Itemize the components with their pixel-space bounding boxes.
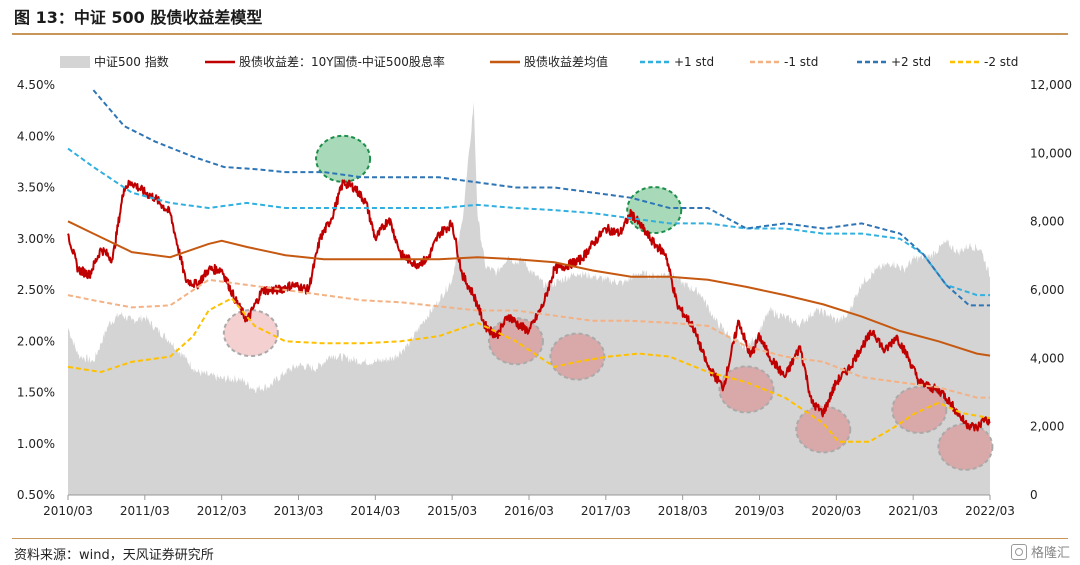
legend-swatch-0 bbox=[60, 56, 90, 68]
tick-labels: 2010/03 2011/03 2012/03 2013/03 2014/03 2015/… bbox=[17, 78, 1072, 518]
annotation-low-4 bbox=[549, 332, 606, 381]
series-6-line bbox=[67, 296, 991, 443]
annotation-low-2 bbox=[222, 309, 279, 358]
annotation-low-8 bbox=[937, 422, 994, 471]
y-left-tick-label: 1.50% bbox=[17, 386, 55, 400]
series-2-line bbox=[67, 220, 991, 357]
footer-rule bbox=[12, 538, 1068, 539]
axes bbox=[67, 494, 991, 500]
legend-label-0: 中证500 指数 bbox=[94, 54, 169, 69]
annotation-high-1 bbox=[626, 186, 683, 235]
x-tick-label: 2015/03 bbox=[427, 504, 477, 518]
annotation-group bbox=[222, 134, 994, 471]
x-tick-label: 2013/03 bbox=[274, 504, 324, 518]
x-tick-label: 2016/03 bbox=[504, 504, 554, 518]
y-left-tick-label: 2.00% bbox=[17, 334, 55, 348]
x-tick-label: 2020/03 bbox=[811, 504, 861, 518]
x-tick-label: 2011/03 bbox=[120, 504, 170, 518]
legend-label-6: -2 std bbox=[984, 55, 1018, 69]
legend-label-4: -1 std bbox=[784, 55, 818, 69]
y-right-tick-label: 10,000 bbox=[1030, 146, 1072, 160]
series-3-line bbox=[67, 147, 990, 297]
y-right-tick-label: 0 bbox=[1030, 488, 1038, 502]
y-right-tick-label: 8,000 bbox=[1030, 215, 1064, 229]
legend-label-2: 股债收益差均值 bbox=[524, 54, 608, 69]
x-tick-label: 2014/03 bbox=[350, 504, 400, 518]
y-right-tick-label: 4,000 bbox=[1030, 351, 1064, 365]
x-tick-label: 2017/03 bbox=[581, 504, 631, 518]
legend-label-1: 股债收益差：10Y国债-中证500股息率 bbox=[239, 54, 445, 69]
source-note: 资料来源：wind，天风证券研究所 bbox=[14, 548, 214, 563]
watermark-icon bbox=[1010, 543, 1027, 560]
y-left-tick-label: 3.00% bbox=[17, 232, 55, 246]
x-tick-label: 2021/03 bbox=[888, 504, 938, 518]
title-rule bbox=[12, 33, 1068, 35]
x-tick-label: 2010/03 bbox=[43, 504, 93, 518]
legend-label-5: +2 std bbox=[891, 55, 931, 69]
x-tick-label: 2022/03 bbox=[965, 504, 1015, 518]
legend-label-3: +1 std bbox=[674, 55, 714, 69]
watermark: 格隆汇 bbox=[1010, 542, 1070, 561]
y-right-tick-label: 6,000 bbox=[1030, 283, 1064, 297]
x-tick-label: 2018/03 bbox=[658, 504, 708, 518]
legend: 中证500 指数 股债收益差：10Y国债-中证500股息率 股债收益差均值 +1 st… bbox=[60, 54, 1018, 69]
y-left-tick-label: 4.00% bbox=[17, 129, 55, 143]
series-1-line bbox=[67, 179, 991, 432]
y-left-tick-label: 2.50% bbox=[17, 283, 55, 297]
page-title: 图 13：中证 500 股债收益差模型 bbox=[14, 8, 263, 27]
x-tick-label: 2019/03 bbox=[735, 504, 785, 518]
y-right-tick-label: 12,000 bbox=[1030, 78, 1072, 92]
annotation-low-7 bbox=[891, 385, 948, 434]
y-left-tick-label: 0.50% bbox=[17, 488, 55, 502]
series-5-line bbox=[92, 89, 990, 307]
series-4-line bbox=[67, 278, 990, 399]
series-lines bbox=[67, 89, 991, 443]
y-left-tick-label: 3.50% bbox=[17, 181, 55, 195]
watermark-text: 格隆汇 bbox=[1030, 546, 1070, 561]
annotation-high-0 bbox=[315, 134, 372, 183]
y-left-tick-label: 1.00% bbox=[17, 437, 55, 451]
y-left-tick-label: 4.50% bbox=[17, 78, 55, 92]
y-right-tick-label: 2,000 bbox=[1030, 420, 1064, 434]
x-tick-label: 2012/03 bbox=[197, 504, 247, 518]
